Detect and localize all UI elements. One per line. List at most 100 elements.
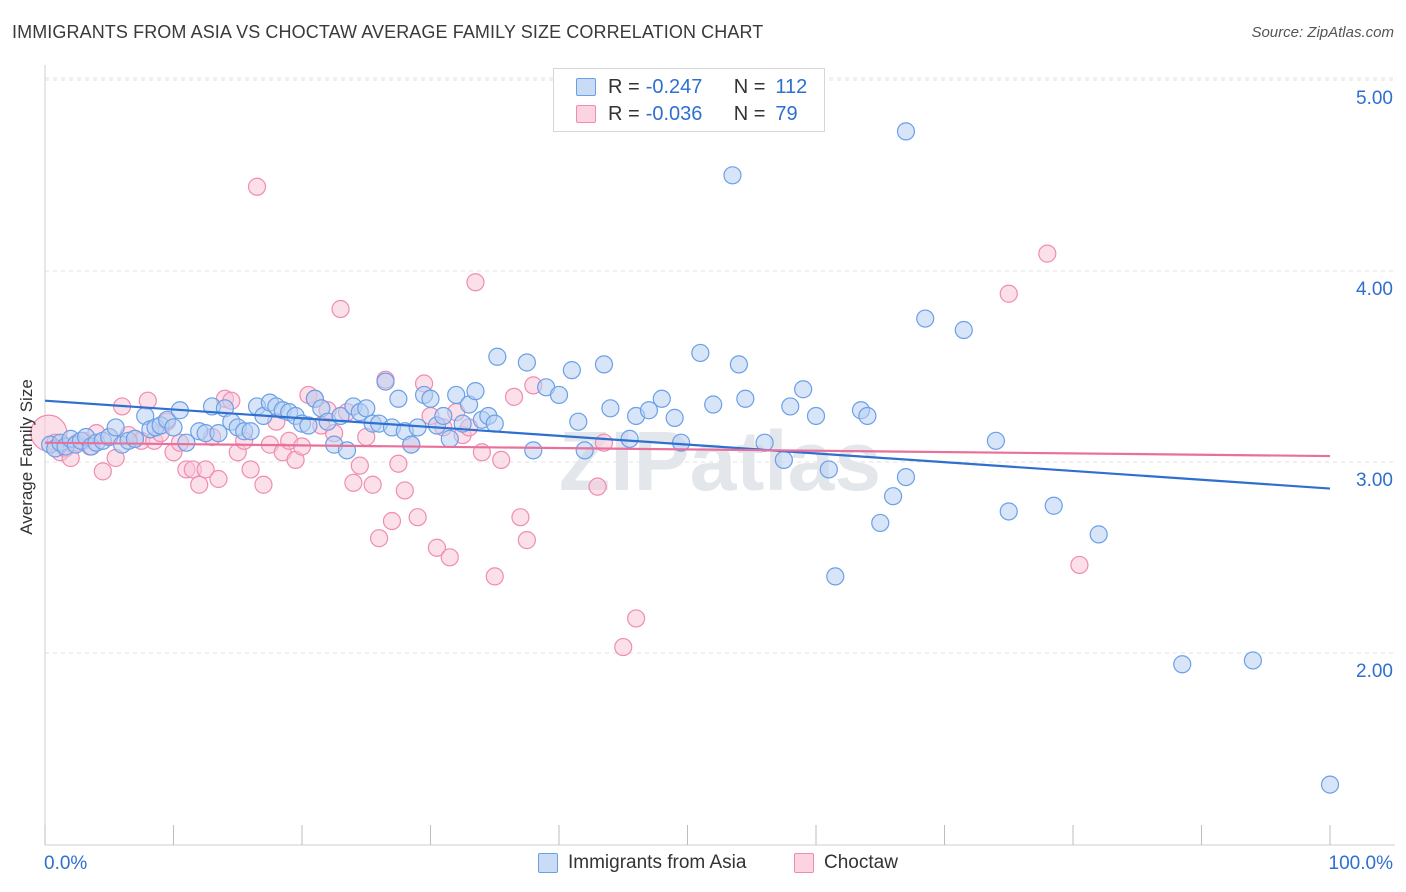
legend-label-asia: Immigrants from Asia <box>568 852 747 873</box>
grid-lines <box>45 77 1395 654</box>
choctaw-point <box>517 531 536 550</box>
source-label: Source: ZipAtlas.com <box>1251 24 1394 41</box>
asia-point <box>639 401 659 420</box>
asia-point <box>691 343 710 363</box>
asia-point <box>569 412 588 431</box>
choctaw-point <box>408 508 427 527</box>
asia-point <box>601 399 620 418</box>
choctaw-point <box>466 273 485 292</box>
asia-point <box>440 429 459 448</box>
y-tick-label: 2.00 <box>1356 661 1393 682</box>
choctaw-swatch <box>576 105 596 123</box>
legend-item-asia[interactable]: Immigrants from Asia <box>538 852 746 874</box>
legend-label-choctaw: Choctaw <box>824 852 898 873</box>
asia-point <box>466 382 485 401</box>
watermark: ZIPatlas <box>559 414 881 508</box>
y-tick-label: 3.00 <box>1356 470 1393 491</box>
choctaw-trend-line <box>44 441 1331 458</box>
asia-point <box>524 441 543 460</box>
asia-point <box>781 397 800 416</box>
asia-point <box>1089 525 1108 544</box>
stats-legend: R = -0.247 N = 112 R = -0.036 N = 79 <box>553 68 825 132</box>
chart-title: IMMIGRANTS FROM ASIA VS CHOCTAW AVERAGE … <box>12 22 764 42</box>
n-value: 112 <box>775 75 808 98</box>
choctaw-point <box>626 609 646 628</box>
choctaw-point <box>382 511 402 531</box>
asia-point <box>819 460 838 479</box>
y-tick-label: 4.00 <box>1356 279 1393 300</box>
asia-point <box>774 450 793 469</box>
asia-point <box>954 320 973 340</box>
n-label: N = <box>733 102 766 125</box>
r-value: -0.036 <box>645 102 703 125</box>
asia-point <box>794 380 813 399</box>
asia-point <box>729 355 749 374</box>
asia-point <box>704 395 723 414</box>
asia-point <box>485 414 504 433</box>
axes <box>44 65 1395 846</box>
choctaw-point <box>196 460 215 479</box>
asia-point <box>883 487 903 506</box>
asia-point <box>337 441 357 460</box>
asia-point <box>549 385 569 405</box>
asia-point <box>209 424 228 443</box>
asia-point <box>620 429 639 448</box>
asia-point <box>896 122 916 141</box>
choctaw-point <box>241 460 260 479</box>
choctaw-point <box>350 456 369 475</box>
asia-point <box>986 431 1006 450</box>
asia-point <box>241 422 260 441</box>
asia-point <box>806 406 826 426</box>
legend-item-choctaw[interactable]: Choctaw <box>794 852 898 874</box>
asia-point <box>447 385 466 405</box>
asia-point <box>299 416 318 435</box>
asia-point <box>665 408 684 427</box>
asia-swatch <box>576 78 596 96</box>
asia-point <box>896 467 916 487</box>
asia-point <box>594 355 614 374</box>
asia-point <box>736 389 755 408</box>
asia-point <box>916 309 935 328</box>
r-value: -0.247 <box>645 75 703 98</box>
choctaw-point <box>209 469 228 489</box>
choctaw-point <box>190 475 209 494</box>
x-tick-label: 100.0% <box>1329 853 1394 874</box>
y-tick-labels: 5.00 4.00 3.00 2.00 <box>1356 88 1393 682</box>
asia-point <box>562 361 581 380</box>
asia-point <box>164 418 183 437</box>
choctaw-point <box>614 637 633 657</box>
stats-row-asia: R = -0.247 N = 112 <box>576 75 807 99</box>
choctaw-point <box>254 475 273 494</box>
y-tick-label: 5.00 <box>1356 88 1393 109</box>
choctaw-point <box>427 538 447 557</box>
n-label: N = <box>733 75 766 98</box>
choctaw-point <box>395 481 414 500</box>
asia-point <box>177 433 196 452</box>
choctaw-point <box>370 529 389 548</box>
asia-legend-swatch <box>538 853 558 873</box>
asia-point <box>517 353 536 372</box>
y-axis-label: Average Family Size <box>17 379 36 535</box>
asia-point <box>858 406 877 426</box>
choctaw-point <box>344 473 363 492</box>
choctaw-point <box>588 477 607 496</box>
choctaw-point <box>93 462 112 481</box>
r-label: R = <box>608 102 640 125</box>
choctaw-point <box>999 284 1018 303</box>
choctaw-point <box>492 450 511 469</box>
asia-point <box>652 389 671 408</box>
asia-point <box>125 429 145 448</box>
series-legend: Immigrants from Asia Choctaw <box>0 852 1406 878</box>
choctaw-point <box>504 387 524 406</box>
asia-point <box>434 406 453 426</box>
asia-point <box>402 435 421 454</box>
choctaw-legend-swatch <box>794 853 814 873</box>
choctaw-point <box>1038 244 1057 263</box>
x-tick-label: 0.0% <box>44 853 87 874</box>
choctaw-point <box>389 454 408 473</box>
choctaw-point <box>331 299 350 319</box>
choctaw-point <box>511 508 530 527</box>
asia-point <box>1173 655 1192 674</box>
asia-point <box>106 418 125 437</box>
